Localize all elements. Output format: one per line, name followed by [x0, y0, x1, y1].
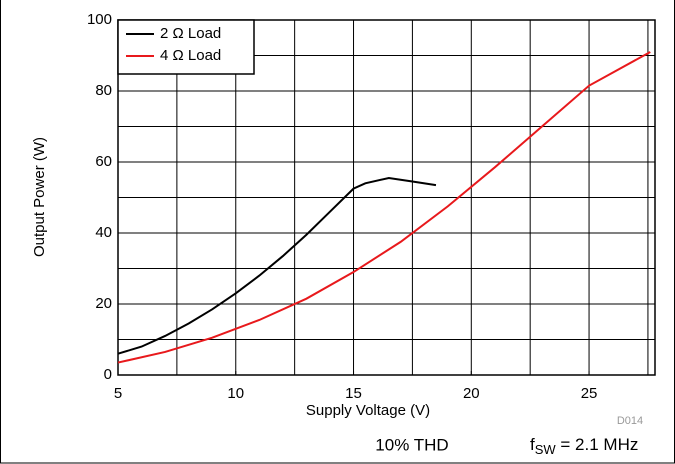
- x-tick-label: 10: [227, 385, 244, 402]
- x-tick-label: 25: [581, 385, 598, 402]
- y-tick-label: 60: [95, 153, 112, 170]
- freq-symbol: f: [530, 435, 535, 454]
- x-tick-label: 20: [463, 385, 480, 402]
- condition: 10% THD: [375, 435, 448, 454]
- y-tick-label: 40: [95, 224, 112, 241]
- legend-label: 2 Ω Load: [160, 25, 221, 42]
- freq-subscript: SW: [535, 442, 557, 457]
- y-tick-label: 0: [104, 366, 112, 383]
- x-axis-label: Supply Voltage (V): [306, 402, 430, 419]
- frequency: fSW = 2.1 MHz: [530, 435, 638, 457]
- y-axis-label: Output Power (W): [31, 137, 48, 257]
- series-line: [117, 176, 437, 355]
- legend-label: 4 Ω Load: [160, 47, 221, 64]
- y-tick-label: 80: [95, 82, 112, 99]
- y-tick-label: 100: [87, 11, 112, 28]
- x-tick-label: 15: [345, 385, 362, 402]
- legend-box: [117, 19, 255, 75]
- figure-code: D014: [617, 415, 643, 427]
- x-tick-label: 5: [114, 385, 122, 402]
- y-tick-label: 20: [95, 295, 112, 312]
- plot-border: [117, 19, 656, 376]
- freq-value: = 2.1 MHz: [556, 435, 639, 454]
- series-line: [117, 51, 651, 364]
